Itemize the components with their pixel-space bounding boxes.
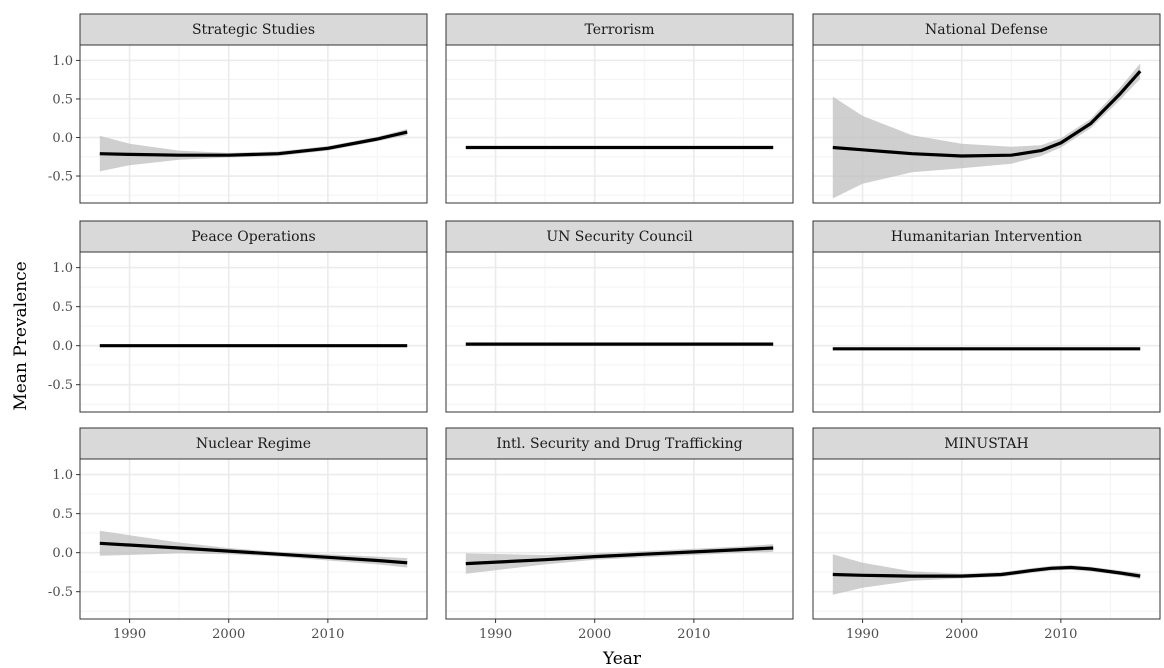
facet-strategic-studies: Strategic Studies -0.5 0.0 0.5 1.0 <box>48 13 428 204</box>
y-tick-label: -0.5 <box>48 585 73 600</box>
x-tick-label: 2010 <box>677 627 710 642</box>
facet-strip <box>445 13 794 46</box>
facet-strip <box>812 427 1161 460</box>
panel-border <box>445 44 794 204</box>
y-tick-label: 0.0 <box>52 131 73 146</box>
x-tick-label: 1990 <box>479 627 512 642</box>
y-tick-label: 0.0 <box>52 339 73 354</box>
facet-strip <box>79 220 428 253</box>
facet-nuclear-regime: Nuclear Regime -0.5 0.0 0.5 1.0 1990 2000 2010 <box>48 427 428 642</box>
y-tick-label: 0.5 <box>52 507 73 522</box>
panel-border <box>79 251 428 413</box>
facet-strip <box>79 427 428 460</box>
facet-title: Strategic Studies <box>192 22 315 38</box>
facet-minustah: MINUSTAH 1990 2000 2010 <box>812 427 1161 642</box>
y-tick-label: 0.0 <box>52 546 73 561</box>
y-tick-label: 1.0 <box>52 261 73 276</box>
facet-panels: Strategic Studies -0.5 0.0 0.5 1.0 Terrorism N… <box>48 13 1161 642</box>
facet-un-security-council: UN Security Council <box>445 220 794 413</box>
facet-title: MINUSTAH <box>944 436 1028 452</box>
y-tick-label: 0.5 <box>52 300 73 315</box>
trend-line <box>465 546 774 566</box>
facet-title: Nuclear Regime <box>196 436 311 452</box>
y-tick-label: -0.5 <box>48 378 73 393</box>
y-tick-label: -0.5 <box>48 170 73 185</box>
confidence-band <box>99 530 408 568</box>
x-tick-label: 1990 <box>846 627 879 642</box>
x-tick-label: 1990 <box>113 627 146 642</box>
panel-border <box>812 251 1161 413</box>
facet-strip <box>812 13 1161 46</box>
confidence-band <box>832 63 1141 199</box>
y-axis-title: Mean Prevalence <box>11 261 31 410</box>
trend-line <box>832 70 1142 158</box>
x-tick-label: 2000 <box>945 627 978 642</box>
confidence-band <box>99 129 408 172</box>
facet-title: Intl. Security and Drug Trafficking <box>496 436 742 452</box>
x-tick-label: 2000 <box>212 627 245 642</box>
panel-border <box>445 251 794 413</box>
trend-line <box>832 565 1141 578</box>
facet-peace-operations: Peace Operations -0.5 0.0 0.5 1.0 <box>48 220 428 413</box>
facet-national-defense: National Defense <box>812 13 1161 204</box>
facet-title: National Defense <box>925 22 1048 38</box>
trend-line <box>99 130 408 157</box>
facet-title: Humanitarian Intervention <box>891 229 1082 245</box>
y-tick-label: 0.5 <box>52 92 73 107</box>
panel-border <box>79 458 428 620</box>
panel-border <box>812 458 1161 620</box>
facet-strip <box>79 13 428 46</box>
y-tick-label: 1.0 <box>52 468 73 483</box>
x-tick-label: 2010 <box>311 627 344 642</box>
facet-title: Terrorism <box>585 22 655 38</box>
facet-humanitarian-intervention: Humanitarian Intervention <box>812 220 1161 413</box>
facet-strip <box>812 220 1161 253</box>
x-tick-label: 2000 <box>578 627 611 642</box>
confidence-band <box>465 544 774 574</box>
x-tick-label: 2010 <box>1044 627 1077 642</box>
facet-title: UN Security Council <box>546 229 693 245</box>
x-axis-title: Year <box>602 649 642 668</box>
facet-intl-security-and-drug-trafficking: Intl. Security and Drug Trafficking 1990 2… <box>445 427 794 642</box>
trend-line <box>99 541 408 565</box>
panel-border <box>79 44 428 204</box>
facet-title: Peace Operations <box>191 229 316 245</box>
panel-border <box>445 458 794 620</box>
panel-border <box>812 44 1161 204</box>
y-tick-label: 1.0 <box>52 54 73 69</box>
facet-terrorism: Terrorism <box>445 13 794 204</box>
y-axis-title-group: Mean Prevalence <box>11 261 31 410</box>
